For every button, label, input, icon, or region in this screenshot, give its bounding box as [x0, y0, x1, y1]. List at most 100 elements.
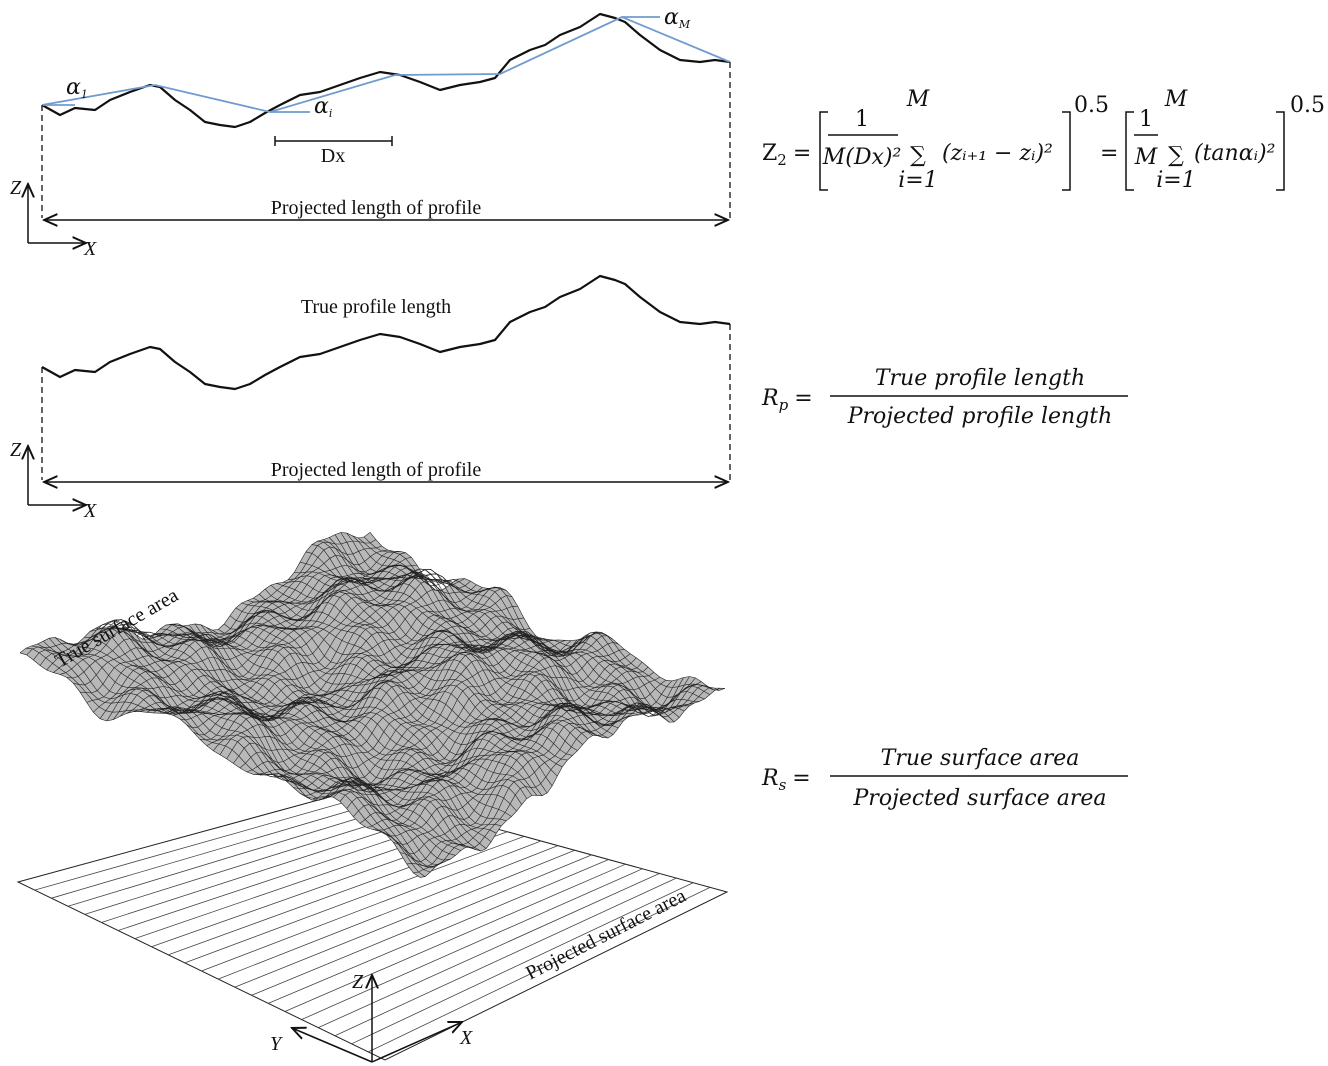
mesh-line [323, 539, 685, 717]
plane-line [67, 803, 406, 907]
surface-panel: True surface area Projected surface area… [16, 532, 729, 1063]
mesh-line [340, 532, 700, 710]
sum-top: M [1164, 87, 1188, 112]
mesh-line [171, 623, 553, 787]
mesh-line [72, 632, 466, 848]
z-label: Z [10, 439, 22, 461]
bracket [1125, 111, 1134, 191]
plane-line [351, 882, 694, 1045]
exponent: 0.5 [1290, 93, 1325, 118]
plane-line [268, 859, 609, 1004]
mesh-line [89, 626, 482, 852]
y-label: Y [270, 1033, 283, 1055]
mesh-line [194, 623, 573, 756]
sum-sign: ∑ [910, 143, 926, 168]
profile-panel: α1 αi αM Dx Projected length of profile … [10, 5, 732, 260]
bracket [819, 111, 828, 191]
mesh-line [288, 575, 655, 714]
mesh-line [206, 625, 583, 745]
mesh-line [142, 632, 528, 799]
mesh-line [84, 627, 476, 850]
plane-line [251, 854, 592, 996]
alpha-i: αi [314, 94, 332, 120]
exponent: 0.5 [1074, 93, 1109, 118]
profile-line [40, 274, 732, 391]
bracket [1276, 111, 1285, 191]
lhs: Rp = [761, 386, 813, 414]
secant-lines [41, 16, 731, 113]
plane-line [184, 835, 525, 964]
mesh-line [43, 640, 441, 867]
eq: = [1100, 141, 1118, 166]
x-label: X [83, 500, 97, 522]
mesh-line [124, 627, 512, 817]
x-axis [371, 1022, 462, 1063]
mesh-line [346, 532, 705, 711]
mesh-line [328, 537, 690, 716]
bracket [1062, 111, 1071, 191]
mesh-line [95, 621, 487, 849]
mesh-line [31, 645, 431, 873]
true-profile-panel: True profile length Projected length of … [10, 274, 732, 522]
plane-line [334, 877, 677, 1037]
frac-den: M(Dx)² [822, 145, 902, 170]
plane-line [51, 798, 389, 899]
plane-line [368, 887, 711, 1053]
mesh-line [177, 625, 558, 777]
mesh-line [101, 619, 492, 843]
mesh-line [241, 602, 614, 735]
term: (zᵢ₊₁ − zᵢ)² [942, 141, 1053, 166]
term: (tanαᵢ)² [1194, 141, 1275, 166]
projected-label: Projected length of profile [271, 197, 482, 219]
mesh-line [66, 639, 461, 851]
denominator: Projected surface area [853, 786, 1107, 811]
mesh-line [224, 610, 599, 736]
plane-line [218, 845, 559, 980]
mesh-line [276, 577, 644, 716]
denominator: Projected profile length [847, 404, 1113, 429]
mesh-line [60, 639, 456, 856]
x-label: X [83, 238, 97, 260]
rs-formula: Rs = True surface area Projected surface … [761, 746, 1128, 811]
mesh-line [200, 624, 578, 751]
frac-den: M [1134, 145, 1158, 170]
mesh-line [48, 638, 446, 865]
mesh-line [25, 647, 426, 877]
alpha-1: α1 [66, 75, 88, 101]
mesh-line [264, 588, 634, 722]
mesh-line [78, 627, 471, 848]
mesh-line [334, 534, 695, 712]
sum-bottom: i=1 [1156, 168, 1195, 193]
mesh-line [358, 537, 715, 698]
mesh-line [113, 627, 502, 827]
rp-formula: Rp = True profile length Projected profil… [761, 366, 1128, 429]
mesh-line [130, 630, 517, 812]
mesh-line [352, 535, 710, 707]
mesh-line [154, 632, 538, 796]
mesh-line [369, 532, 726, 691]
mesh-line [19, 652, 421, 878]
plane-line [34, 794, 373, 891]
sum-top: M [906, 87, 930, 112]
mesh-line [107, 621, 497, 834]
mesh-line [311, 544, 675, 723]
plane-line [201, 840, 542, 972]
mesh-line [54, 637, 451, 861]
dx-label: Dx [321, 145, 345, 167]
mesh-line [363, 536, 720, 689]
mesh-line [253, 594, 624, 726]
surface-mesh [19, 532, 726, 878]
alpha-m: αM [664, 5, 691, 31]
plane-line [318, 873, 660, 1029]
mesh-line [165, 624, 548, 794]
z-label: Z [10, 177, 22, 199]
mesh-line [188, 624, 568, 761]
mesh-line [305, 551, 670, 723]
sum-bottom: i=1 [898, 168, 937, 193]
mesh-line [148, 633, 533, 796]
frac-num: 1 [855, 107, 869, 132]
mesh-line [299, 561, 665, 719]
plane-line [234, 849, 575, 988]
plane-outline [16, 789, 729, 1061]
